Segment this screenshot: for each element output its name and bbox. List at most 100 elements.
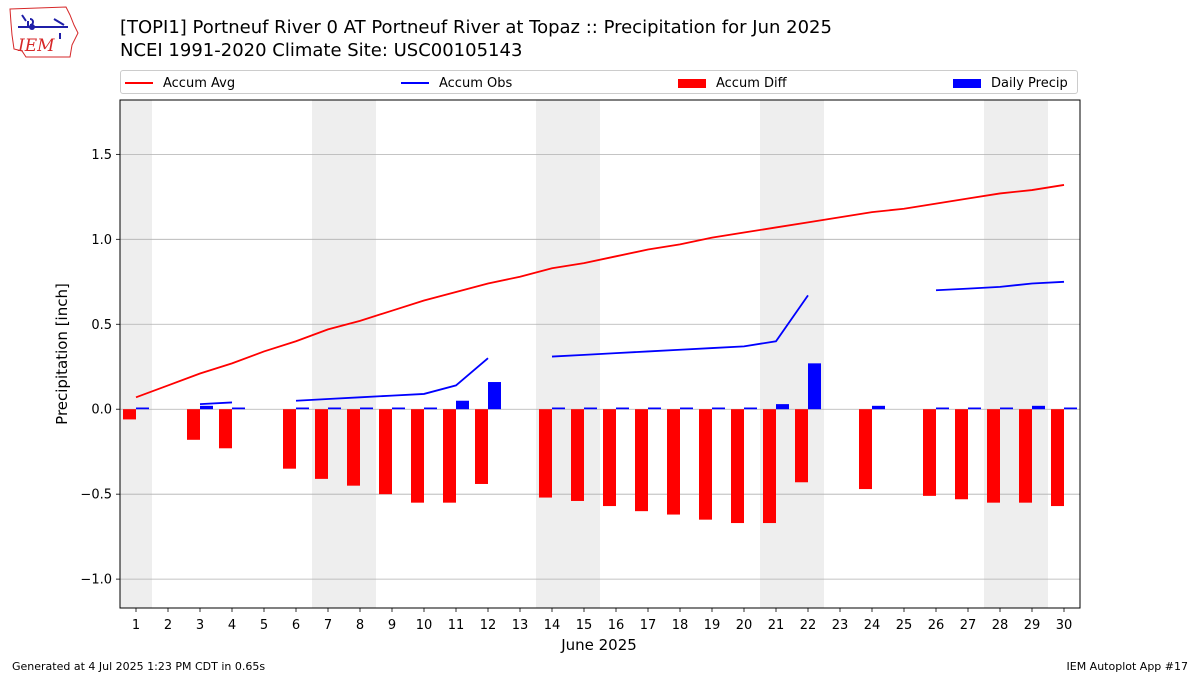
accum-diff-bar bbox=[475, 409, 488, 484]
x-tick-label: 1 bbox=[132, 618, 140, 633]
legend-item-accum-obs: Accum Obs bbox=[401, 74, 512, 92]
x-tick-label: 14 bbox=[544, 618, 561, 633]
daily-precip-bar bbox=[872, 405, 885, 410]
y-tick-label: 0.5 bbox=[91, 318, 112, 333]
accum-diff-bar bbox=[987, 409, 1000, 503]
daily-precip-bar bbox=[136, 407, 149, 410]
x-tick-label: 25 bbox=[896, 618, 913, 633]
daily-precip-bar bbox=[712, 407, 725, 410]
accum-diff-bar bbox=[667, 409, 680, 515]
accum-diff-bar bbox=[635, 409, 648, 512]
legend-item-daily-precip: Daily Precip bbox=[953, 74, 1068, 92]
x-tick-label: 4 bbox=[228, 618, 236, 633]
x-tick-label: 16 bbox=[608, 618, 625, 633]
iowa-outline-icon bbox=[9, 6, 79, 58]
accum-obs-line bbox=[551, 294, 809, 358]
logo-text: IEM bbox=[17, 36, 55, 56]
x-tick-label: 30 bbox=[1056, 618, 1073, 633]
chart-subtitle: NCEI 1991-2020 Climate Site: USC00105143 bbox=[120, 40, 523, 61]
x-tick-label: 8 bbox=[356, 618, 364, 633]
legend-swatch-accum-diff bbox=[678, 78, 706, 88]
line-marks bbox=[135, 184, 1065, 406]
iem-logo: IEM bbox=[9, 6, 79, 58]
daily-precip-bar bbox=[936, 407, 949, 410]
accum-diff-bar bbox=[571, 409, 584, 501]
daily-precip-bar bbox=[360, 407, 373, 410]
x-tick-label: 6 bbox=[292, 618, 300, 633]
accum-diff-bar bbox=[123, 409, 136, 420]
accum-diff-bar bbox=[1019, 409, 1032, 503]
accum-avg-line bbox=[135, 184, 1065, 399]
daily-precip-bar bbox=[552, 407, 565, 410]
plot-frame bbox=[119, 99, 1081, 609]
weekend-shading bbox=[120, 100, 1048, 608]
x-tick-label: 10 bbox=[416, 618, 433, 633]
daily-precip-bar bbox=[1032, 405, 1045, 410]
accum-diff-bar bbox=[187, 409, 200, 440]
x-tick-label: 23 bbox=[832, 618, 849, 633]
chart-legend: Accum Avg Accum Obs Accum Diff Daily Pre… bbox=[120, 70, 1078, 94]
accum-diff-bar bbox=[795, 409, 808, 483]
x-tick-label: 26 bbox=[928, 618, 945, 633]
daily-precip-bar bbox=[968, 407, 981, 410]
y-gridlines bbox=[120, 153, 1080, 580]
x-tick-label: 2 bbox=[164, 618, 172, 633]
x-tick-label: 29 bbox=[1024, 618, 1041, 633]
daily-precip-bar bbox=[392, 407, 405, 410]
generated-timestamp: Generated at 4 Jul 2025 1:23 PM CDT in 0… bbox=[12, 660, 266, 673]
weekend-band-1 bbox=[120, 100, 152, 608]
legend-item-accum-avg: Accum Avg bbox=[125, 74, 235, 92]
weekend-band-8 bbox=[344, 100, 376, 608]
x-tick-label: 27 bbox=[960, 618, 977, 633]
weekend-band-21 bbox=[760, 100, 792, 608]
weekend-band-7 bbox=[312, 100, 344, 608]
daily-precip-bar bbox=[328, 407, 341, 410]
x-axis-label: June 2025 bbox=[560, 636, 637, 654]
y-axis-label: Precipitation [inch] bbox=[53, 283, 71, 425]
x-tick-label: 9 bbox=[388, 618, 396, 633]
accum-diff-bar bbox=[955, 409, 968, 500]
weather-station-icon bbox=[18, 14, 68, 39]
daily-precip-bar bbox=[776, 404, 789, 410]
accum-diff-bar bbox=[763, 409, 776, 524]
legend-label-accum-avg: Accum Avg bbox=[163, 75, 236, 91]
daily-precip-bar bbox=[232, 407, 245, 410]
chart-title: [TOPI1] Portneuf River 0 AT Portneuf Riv… bbox=[120, 17, 832, 38]
legend-label-accum-diff: Accum Diff bbox=[716, 75, 787, 91]
accum-diff-bar bbox=[731, 409, 744, 524]
legend-label-accum-obs: Accum Obs bbox=[439, 75, 513, 91]
legend-item-accum-diff: Accum Diff bbox=[678, 74, 787, 92]
weekend-band-28 bbox=[984, 100, 1016, 608]
x-tick-label: 28 bbox=[992, 618, 1009, 633]
axes: −1.0−0.50.00.51.01.51 2 3 4 5 6 7 8 9 10 11 12 13 14 1… bbox=[80, 99, 1081, 633]
daily-precip-bar bbox=[456, 400, 469, 410]
legend-swatch-accum-obs bbox=[401, 82, 429, 84]
accum-diff-bar bbox=[1051, 409, 1064, 507]
accum-diff-bar bbox=[379, 409, 392, 495]
accum-diff-bar bbox=[859, 409, 872, 490]
y-tick-label: 0.0 bbox=[91, 403, 112, 418]
x-tick-label: 24 bbox=[864, 618, 881, 633]
legend-swatch-daily-precip bbox=[953, 78, 981, 88]
accum-diff-bar bbox=[699, 409, 712, 520]
daily-precip-bar bbox=[808, 363, 821, 410]
legend-swatch-accum-avg bbox=[125, 82, 153, 84]
y-tick-label: 1.0 bbox=[91, 233, 112, 248]
accum-obs-line bbox=[199, 401, 233, 406]
x-tick-label: 21 bbox=[768, 618, 785, 633]
bar-marks bbox=[123, 363, 1077, 524]
daily-precip-bar bbox=[200, 405, 213, 410]
x-tick-label: 20 bbox=[736, 618, 753, 633]
accum-diff-bar bbox=[603, 409, 616, 507]
accum-diff-bar bbox=[539, 409, 552, 498]
x-tick-label: 15 bbox=[576, 618, 593, 633]
x-tick-label: 11 bbox=[448, 618, 465, 633]
daily-precip-bar bbox=[616, 407, 629, 410]
legend-label-daily-precip: Daily Precip bbox=[991, 75, 1068, 91]
daily-precip-bar bbox=[1064, 407, 1077, 410]
x-tick-label: 5 bbox=[260, 618, 268, 633]
weekend-band-22 bbox=[792, 100, 824, 608]
x-tick-label: 22 bbox=[800, 618, 817, 633]
x-tick-label: 18 bbox=[672, 618, 689, 633]
